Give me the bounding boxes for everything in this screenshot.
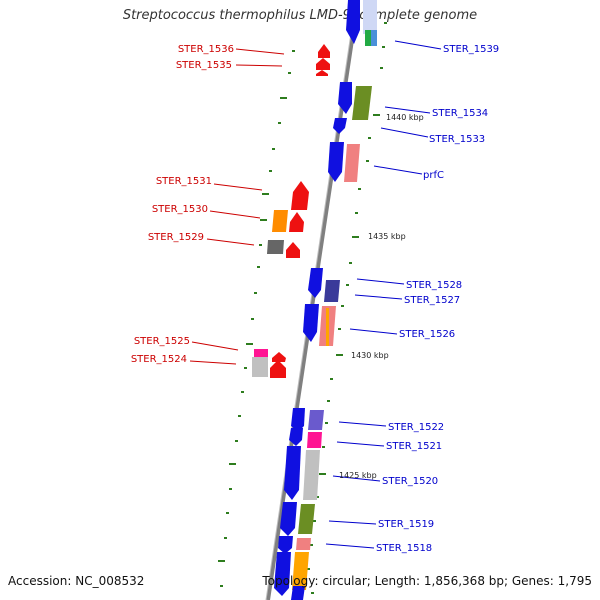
gene-arrow (291, 408, 305, 432)
gene-box (298, 504, 315, 534)
gene-arrow (289, 212, 304, 232)
gene-label: STER_1525 (134, 336, 190, 347)
gene-label: STER_1521 (386, 441, 442, 452)
right-strand-genes (274, 0, 377, 600)
gene-label: STER_1529 (148, 232, 204, 243)
gene-box (267, 240, 284, 254)
gene-arrow (333, 118, 347, 134)
gene-label: STER_1530 (152, 204, 208, 215)
gene-label: STER_1526 (399, 329, 455, 340)
gene-box (352, 86, 372, 120)
gene-arrow (316, 70, 328, 76)
gene-box (371, 30, 377, 46)
gene-box (254, 349, 268, 357)
gene-arrow (318, 44, 330, 58)
gene-box (252, 357, 268, 377)
map-title: Streptococcus thermophilus LMD-9, comple… (122, 8, 478, 23)
gene-arrow (274, 552, 291, 596)
left-gene-labels: STER_1536 STER_1535 STER_1531 STER_1530 … (131, 44, 234, 365)
gene-arrow (278, 536, 293, 554)
gene-label: STER_1535 (176, 60, 232, 71)
gene-label: STER_1528 (406, 280, 462, 291)
position-labels: 1440 kbp 1435 kbp 1430 kbp 1425 kbp (339, 113, 424, 480)
position-label: 1440 kbp (386, 113, 424, 122)
gene-arrow (316, 58, 330, 70)
right-gene-labels: STER_1539 STER_1534 STER_1533 prfC STER_… (376, 44, 499, 554)
gene-label: prfC (423, 170, 444, 181)
gene-arrow (303, 304, 319, 342)
gene-label: STER_1539 (443, 44, 499, 55)
left-leader-lines (189, 48, 285, 365)
gene-label: STER_1531 (156, 176, 212, 187)
gene-label: STER_1518 (376, 543, 432, 554)
gene-label: STER_1520 (382, 476, 438, 487)
accession-label: Accession: NC_008532 (8, 574, 145, 588)
left-tick-marks (218, 50, 295, 587)
right-tick-marks (307, 22, 387, 594)
gene-label: STER_1527 (404, 295, 460, 306)
gene-arrow (328, 142, 344, 182)
gene-arrow (272, 352, 286, 362)
gene-arrow (286, 242, 300, 258)
gene-arrow (338, 82, 352, 114)
gene-arrow (289, 428, 303, 446)
gene-arrow (291, 181, 309, 210)
position-label: 1435 kbp (368, 232, 406, 241)
left-strand-genes (252, 44, 330, 378)
gene-arrow (284, 446, 301, 500)
gene-box (324, 280, 340, 302)
gene-label: STER_1524 (131, 354, 187, 365)
gene-box (326, 308, 329, 346)
gene-box (296, 538, 311, 550)
gene-box (308, 410, 324, 430)
gene-label: STER_1534 (432, 108, 488, 119)
gene-box (344, 144, 360, 182)
gene-box (363, 0, 377, 34)
gene-arrow (346, 0, 360, 44)
position-label: 1430 kbp (351, 351, 389, 360)
gene-box (303, 450, 320, 500)
right-leader-lines (325, 40, 442, 549)
gene-box (292, 552, 309, 590)
genome-summary: Topology: circular; Length: 1,856,368 bp… (262, 574, 592, 588)
gene-label: STER_1536 (178, 44, 234, 55)
gene-label: STER_1519 (378, 519, 434, 530)
gene-arrow (308, 268, 323, 298)
gene-arrow (270, 360, 286, 378)
gene-label: STER_1522 (388, 422, 444, 433)
gene-arrow (291, 586, 305, 600)
gene-box (365, 30, 371, 46)
gene-box (272, 210, 288, 232)
position-label: 1425 kbp (339, 471, 377, 480)
gene-arrow (280, 502, 297, 536)
gene-box (307, 432, 322, 448)
gene-label: STER_1533 (429, 134, 485, 145)
